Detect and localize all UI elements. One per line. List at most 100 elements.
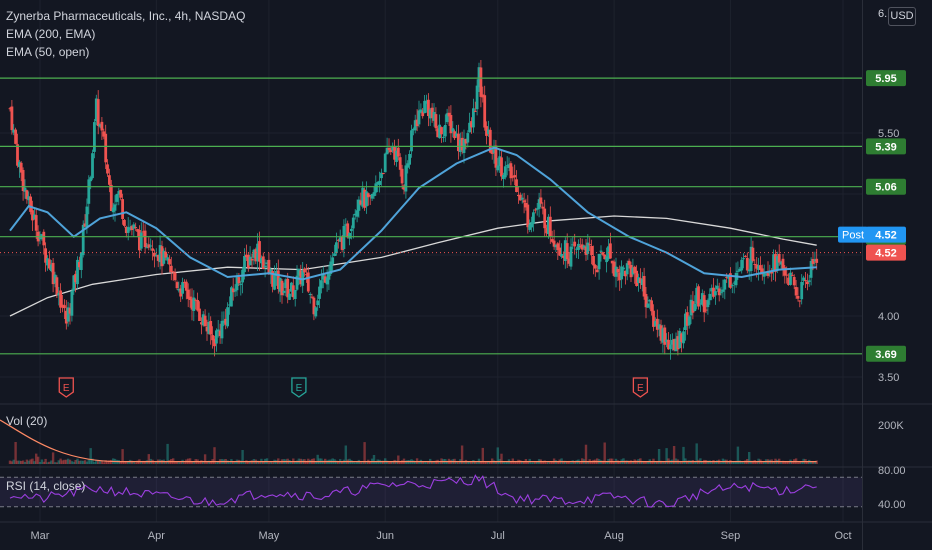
candle-body	[417, 110, 421, 125]
ema50-legend[interactable]: EMA (50, open)	[6, 45, 90, 59]
candle-body	[605, 256, 608, 263]
candle-body	[565, 243, 569, 260]
candle-body	[697, 286, 700, 307]
time-axis[interactable]: Mar Apr May Jun Jul Aug Sep Oct	[31, 530, 852, 542]
volume-bar	[650, 461, 653, 464]
volume-bar	[414, 461, 417, 464]
price-tick-label: 3.50	[878, 372, 899, 384]
currency-button[interactable]: USD	[888, 7, 916, 26]
volume-bar	[205, 461, 209, 464]
last-price-label: 4.52	[875, 248, 896, 260]
candle-body	[440, 127, 443, 135]
volume-bar	[731, 461, 734, 464]
candle-body	[295, 275, 299, 290]
candle-body	[87, 179, 91, 204]
volume-bar	[271, 462, 274, 464]
candle-body	[351, 217, 355, 229]
candle-body	[183, 281, 186, 283]
earnings-icon[interactable]	[58, 377, 74, 398]
candle-body	[563, 240, 567, 261]
candle-body	[532, 212, 535, 224]
volume-bar	[781, 460, 785, 464]
candle-body	[211, 335, 214, 341]
candle-body	[445, 113, 449, 123]
candle-body	[751, 247, 755, 261]
rsi-legend[interactable]: RSI (14, close)	[6, 479, 86, 493]
earnings-icon[interactable]	[291, 377, 307, 398]
candle-body	[245, 254, 248, 258]
ema200-legend[interactable]: EMA (200, EMA)	[6, 27, 96, 41]
candle-body	[505, 165, 509, 167]
volume-bar	[627, 460, 631, 464]
candle-body	[282, 290, 286, 293]
candle-body	[70, 290, 74, 316]
volume-bar	[742, 462, 745, 464]
volume-bar	[123, 461, 126, 464]
candle-body	[494, 145, 498, 168]
candle-body	[25, 190, 29, 200]
candle-body	[275, 270, 278, 276]
earnings-icon[interactable]	[632, 377, 649, 398]
volume-bar	[661, 462, 665, 464]
candle-body	[181, 282, 184, 294]
candle-body	[635, 270, 638, 286]
candle-body	[629, 265, 633, 278]
candle-body	[410, 130, 413, 152]
candle-body	[472, 108, 475, 128]
candle-body	[663, 327, 667, 345]
candle-body	[760, 268, 764, 275]
candle-body	[813, 259, 817, 262]
volume-bar	[95, 460, 98, 464]
volume-bar	[125, 461, 128, 464]
candle-body	[792, 277, 796, 286]
candle-body	[700, 293, 704, 305]
candle-body	[147, 244, 151, 248]
candle-body	[451, 128, 455, 132]
volume-bar	[562, 460, 565, 464]
candle-body	[503, 166, 507, 178]
volume-bar	[763, 461, 766, 464]
volume-bar	[682, 446, 685, 464]
volume-bar	[430, 460, 434, 464]
candle-body	[265, 262, 269, 264]
volume-bar	[153, 462, 156, 464]
volume-bar	[811, 461, 815, 464]
candle-body	[200, 322, 203, 325]
candle-body	[483, 95, 487, 128]
candle-body	[261, 256, 265, 269]
candle-body	[368, 195, 372, 197]
candle-body	[550, 239, 554, 242]
volume-bar	[387, 462, 391, 464]
volume-bar	[445, 460, 449, 464]
volume-bar	[365, 462, 368, 464]
volume-bar	[738, 460, 741, 464]
volume-bar	[100, 460, 104, 464]
candle-body	[16, 144, 19, 166]
volume-bar	[663, 462, 666, 464]
volume-bar	[427, 461, 430, 464]
candle-body	[81, 224, 85, 256]
volume-bar	[119, 462, 122, 464]
candle-body	[691, 301, 695, 313]
volume-bar	[455, 461, 458, 464]
volume-bar	[500, 453, 503, 464]
volume-bar	[258, 460, 261, 464]
time-tick-label: Apr	[148, 530, 165, 542]
volume-bar	[644, 461, 648, 464]
candle-body	[730, 285, 734, 287]
candle-body	[443, 125, 447, 137]
candle-body	[34, 215, 38, 231]
volume-legend[interactable]: Vol (20)	[6, 414, 48, 428]
candle-body	[250, 258, 254, 261]
candle-body	[325, 277, 329, 285]
volume-bar	[228, 462, 231, 464]
volume-bar	[173, 461, 177, 464]
candle-body	[584, 246, 588, 255]
price-axis[interactable]: 3.50 4.00 5.50	[878, 128, 899, 384]
volume-bar	[31, 458, 34, 464]
candle-body	[545, 228, 548, 234]
candle-body	[644, 294, 648, 308]
